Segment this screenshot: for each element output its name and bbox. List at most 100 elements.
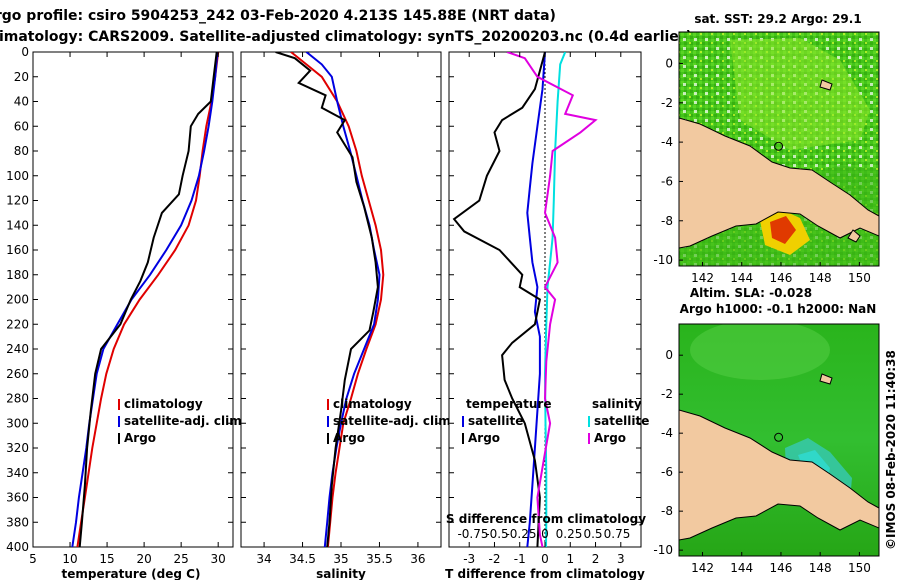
x-tick-label: 3 bbox=[617, 552, 625, 566]
x-tick-label: 34.5 bbox=[289, 552, 316, 566]
x-tick-label: 20 bbox=[136, 552, 151, 566]
argo-location-marker bbox=[774, 432, 784, 442]
depth-tick-label: 180 bbox=[6, 268, 29, 282]
sla-map-title: Altim. SLA: -0.028 bbox=[690, 286, 812, 300]
depth-tick-label: 80 bbox=[14, 144, 29, 158]
series-line-salinity-argo bbox=[506, 52, 598, 547]
salinity-panel: 34 34.5 35 35.5 36 salinity climatology sate… bbox=[240, 51, 455, 580]
series-line-climatology bbox=[290, 52, 385, 547]
map-x-tick-label: 150 bbox=[848, 561, 871, 575]
salinity-ticks: 34 34.5 35 35.5 36 bbox=[241, 51, 441, 566]
s-diff-tick-label: 0.25 bbox=[556, 527, 583, 541]
imos-credit: ©IMOS 08-Feb-2020 11:40:38 bbox=[884, 350, 898, 550]
s-diff-tick-label: -0.75 bbox=[457, 527, 488, 541]
sla-map-panel: Altim. SLA: -0.028 Argo h1000: -0.1 h200… bbox=[653, 286, 880, 575]
depth-tick-label: 200 bbox=[6, 293, 29, 307]
depth-tick-label: 40 bbox=[14, 95, 29, 109]
salinity-legend: climatology satellite-adj. clim. Argo bbox=[327, 397, 455, 445]
temperature-xlabel: temperature (deg C) bbox=[62, 567, 201, 580]
legend-s-argo-label: Argo bbox=[594, 431, 626, 445]
legend-s-satellite-label: satellite bbox=[594, 414, 649, 428]
map-x-tick-label: 148 bbox=[809, 271, 832, 285]
sst-island bbox=[847, 229, 861, 243]
map-y-tick-label: 0 bbox=[665, 56, 673, 70]
x-tick-label: -1 bbox=[514, 552, 526, 566]
depth-tick-label: 20 bbox=[14, 70, 29, 84]
depth-tick-label: 300 bbox=[6, 416, 29, 430]
map-y-tick-label: -8 bbox=[661, 214, 673, 228]
difference-series-group bbox=[452, 52, 598, 547]
map-x-tick-label: 150 bbox=[848, 271, 871, 285]
map-y-tick-label: -6 bbox=[661, 174, 673, 188]
s-diff-tick-label: 0.75 bbox=[604, 527, 631, 541]
sla-map-subtitle: Argo h1000: -0.1 h2000: NaN bbox=[680, 302, 877, 316]
depth-tick-label: 120 bbox=[6, 194, 29, 208]
map-y-tick-label: 0 bbox=[665, 348, 673, 362]
sst-map-ticks: 142 144 146 148 150 0 -2 -4 -6 -8 -10 bbox=[653, 56, 870, 285]
x-tick-label: 35 bbox=[333, 552, 348, 566]
map-x-tick-label: 142 bbox=[691, 271, 714, 285]
x-tick-label: 5 bbox=[29, 552, 37, 566]
x-tick-label: 10 bbox=[62, 552, 77, 566]
sst-land-mass bbox=[679, 117, 879, 249]
temperature-axes-frame bbox=[32, 51, 234, 548]
depth-tick-label: 400 bbox=[6, 540, 29, 554]
salinity-xlabel: salinity bbox=[316, 567, 366, 580]
sst-island bbox=[819, 79, 833, 91]
difference-panel: -3 -2 -1 0 1 2 3 T difference from climatology… bbox=[445, 51, 649, 580]
sla-land-mass bbox=[679, 409, 879, 541]
s-diff-tick-label: 0 bbox=[541, 527, 549, 541]
x-tick-label: 34 bbox=[256, 552, 271, 566]
x-tick-label: 15 bbox=[99, 552, 114, 566]
map-x-tick-label: 144 bbox=[730, 271, 753, 285]
s-diff-tick-label: -0.5 bbox=[485, 527, 508, 541]
x-tick-label: -2 bbox=[488, 552, 500, 566]
difference-salinity-legend: salinity satellite Argo bbox=[588, 397, 649, 445]
sla-map-field bbox=[679, 324, 879, 556]
sla-map-ticks: 142 144 146 148 150 0 -2 -4 -6 -8 -10 bbox=[653, 348, 870, 575]
depth-tick-label: 0 bbox=[21, 45, 29, 59]
series-line-argo bbox=[78, 52, 218, 547]
map-x-tick-label: 148 bbox=[809, 561, 832, 575]
depth-tick-label: 260 bbox=[6, 367, 29, 381]
legend-satellite-label: satellite-adj. clim. bbox=[333, 414, 455, 428]
s-diff-tick-label: -0.25 bbox=[505, 527, 536, 541]
map-x-tick-label: 146 bbox=[770, 271, 793, 285]
depth-tick-label: 160 bbox=[6, 243, 29, 257]
depth-tick-label: 380 bbox=[6, 515, 29, 529]
map-y-tick-label: -4 bbox=[661, 426, 673, 440]
sla-positive-anomaly bbox=[690, 324, 830, 380]
depth-tick-label: 340 bbox=[6, 466, 29, 480]
map-x-tick-label: 144 bbox=[730, 561, 753, 575]
map-y-tick-label: -6 bbox=[661, 465, 673, 479]
sst-map-title: sat. SST: 29.2 Argo: 29.1 bbox=[694, 12, 861, 26]
depth-tick-label: 140 bbox=[6, 218, 29, 232]
salinity-series-group bbox=[275, 52, 385, 547]
map-x-tick-label: 142 bbox=[691, 561, 714, 575]
legend-argo-label: Argo bbox=[333, 431, 365, 445]
s-difference-xlabel: S difference from climatology bbox=[446, 512, 646, 526]
sla-island bbox=[819, 373, 833, 385]
depth-tick-label: 280 bbox=[6, 392, 29, 406]
map-y-tick-label: -2 bbox=[661, 96, 673, 110]
sst-warm-patch bbox=[730, 38, 870, 150]
t-difference-xlabel: T difference from climatology bbox=[445, 567, 645, 580]
map-y-tick-label: -2 bbox=[661, 387, 673, 401]
depth-tick-label: 100 bbox=[6, 169, 29, 183]
difference-ticks: -3 -2 -1 0 1 2 3 bbox=[449, 51, 641, 566]
sst-hottest-spot bbox=[770, 216, 796, 244]
series-line-climatology bbox=[76, 52, 220, 547]
x-tick-label: 36 bbox=[410, 552, 425, 566]
depth-tick-labels: 0 20 40 60 80 100 120 140 160 180 200 220 240 260 280 3… bbox=[6, 45, 29, 554]
series-line-temperature-argo bbox=[452, 52, 546, 547]
legend-argo-label: Argo bbox=[124, 431, 156, 445]
depth-tick-label: 360 bbox=[6, 491, 29, 505]
map-x-tick-label: 146 bbox=[770, 561, 793, 575]
legend-salinity-heading: salinity bbox=[592, 397, 642, 411]
temperature-panel: 5 10 15 20 25 30 temperature (deg C) climatol… bbox=[29, 51, 246, 580]
depth-tick-label: 240 bbox=[6, 342, 29, 356]
map-y-tick-label: -8 bbox=[661, 504, 673, 518]
figure-title-line2: Climatology: CARS2009. Satellite-adjuste… bbox=[0, 29, 692, 45]
argo-location-marker bbox=[774, 141, 784, 151]
